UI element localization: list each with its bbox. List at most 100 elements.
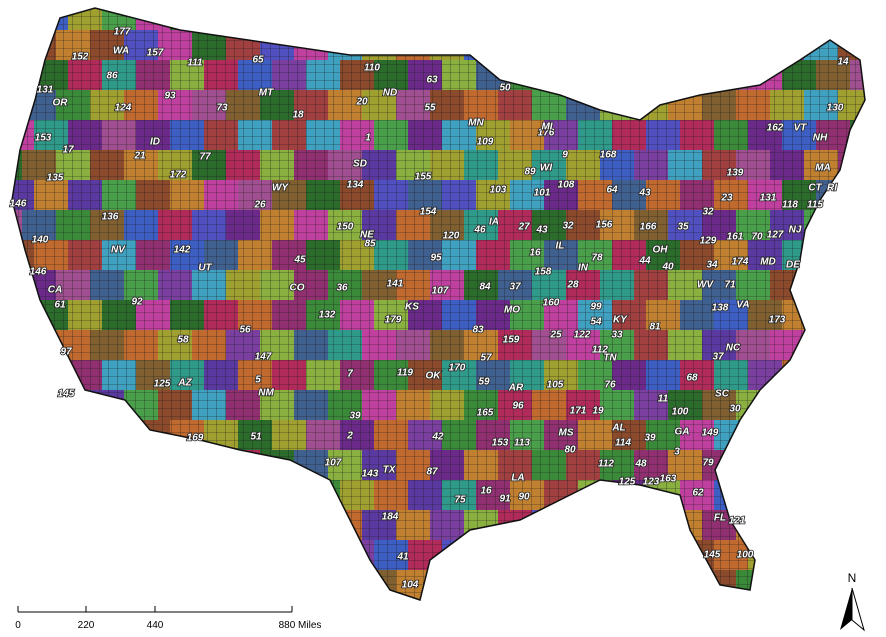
region: [578, 8, 626, 30]
region-label: 168: [600, 150, 617, 161]
region-label: 173: [769, 315, 786, 326]
region: [702, 30, 750, 60]
region: [294, 570, 342, 600]
region: [680, 8, 728, 30]
region-label: IA: [489, 217, 499, 228]
region-label: WY: [272, 183, 289, 194]
region-label: MS: [559, 428, 574, 439]
region: [872, 450, 886, 480]
region-label: 14: [837, 57, 849, 68]
region: [272, 540, 320, 570]
region: [816, 240, 864, 270]
region-label: CO: [290, 283, 305, 294]
region: [748, 600, 796, 630]
region: [374, 600, 422, 630]
region: [476, 540, 524, 570]
region: [600, 570, 648, 600]
scale-label: 880 Miles: [279, 620, 322, 631]
region: [872, 30, 886, 60]
region-label: 141: [387, 279, 404, 290]
region: [816, 420, 864, 450]
region: [396, 630, 444, 637]
region: [804, 270, 852, 300]
region: [634, 630, 682, 637]
region-label: 107: [432, 286, 449, 297]
region: [544, 8, 592, 30]
region-label: 21: [133, 151, 146, 162]
region: [646, 600, 694, 630]
region-label: 125: [154, 379, 171, 390]
region-label: 43: [535, 225, 548, 236]
region: [476, 600, 524, 630]
region-label: 63: [426, 75, 438, 86]
region: [226, 570, 274, 600]
region: [804, 630, 852, 637]
region: [272, 480, 320, 510]
region: [12, 300, 48, 330]
region: [566, 510, 614, 540]
region: [260, 570, 308, 600]
region: [124, 510, 172, 540]
region: [68, 420, 116, 450]
region-label: 97: [60, 347, 72, 358]
region: [612, 60, 660, 90]
region: [124, 630, 172, 637]
region-label: 143: [362, 469, 379, 480]
region-label: 154: [420, 207, 437, 218]
region: [498, 630, 546, 637]
region: [748, 540, 796, 570]
region: [872, 510, 886, 540]
region-label: 136: [102, 212, 119, 223]
region: [204, 480, 252, 510]
region: [34, 600, 82, 630]
region-label: 58: [177, 335, 189, 346]
region: [872, 390, 886, 420]
region: [260, 510, 308, 540]
region-label: 32: [702, 207, 714, 218]
region-label: 64: [606, 185, 618, 196]
region: [544, 600, 592, 630]
region: [646, 60, 694, 90]
region: [12, 540, 48, 570]
region-label: 125: [619, 477, 636, 488]
region-label: 86: [106, 71, 118, 82]
region-label: MI: [541, 122, 552, 133]
region-label: 37: [712, 352, 724, 363]
region: [510, 8, 558, 30]
region: [136, 540, 184, 570]
region: [804, 330, 852, 360]
region: [850, 360, 865, 390]
region: [872, 630, 886, 637]
region: [816, 300, 864, 330]
region: [0, 600, 48, 630]
region: [204, 600, 252, 630]
region: [600, 630, 648, 637]
region: [872, 150, 886, 180]
region: [12, 420, 48, 450]
region: [634, 510, 682, 540]
region: [646, 540, 694, 570]
region-label: 30: [729, 404, 741, 415]
region-label: CA: [48, 285, 62, 296]
scale-label: 440: [147, 620, 164, 631]
region-label: 161: [727, 232, 744, 243]
region-label: WA: [113, 46, 129, 57]
region-label: LA: [511, 473, 524, 484]
region-label: 149: [702, 428, 719, 439]
region-label: 16: [480, 486, 492, 497]
scale-bar: 0 220 440 880 Miles: [15, 606, 321, 631]
region-label: 131: [37, 85, 54, 96]
region-label: 35: [677, 222, 689, 233]
region: [838, 270, 865, 300]
region: [464, 570, 512, 600]
region: [136, 480, 184, 510]
region-label: 85: [364, 239, 376, 250]
region-label: 122: [574, 330, 591, 341]
region: [102, 600, 150, 630]
region-label: 112: [598, 459, 614, 470]
region: [850, 540, 865, 570]
region-label: WV: [697, 280, 714, 291]
region: [238, 540, 286, 570]
region: [238, 480, 286, 510]
region-label: 115: [807, 200, 823, 211]
